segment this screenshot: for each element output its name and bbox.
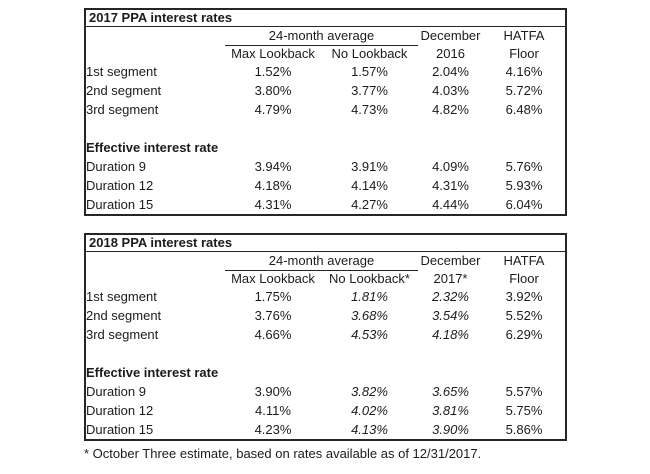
row-label: 2nd segment [86, 308, 162, 323]
empty-header-cell [85, 252, 225, 271]
table-gap [0, 216, 650, 233]
empty-header-cell [85, 271, 225, 288]
row-label: 3rd segment [86, 102, 159, 117]
column-group-header-24-month: 24-month average [225, 26, 418, 46]
column-header-no-lookback: No Lookback* [329, 271, 410, 286]
column-header-floor: Floor [509, 270, 539, 286]
value-cell: 3.92% [505, 289, 543, 304]
value-cell: 4.16% [505, 64, 543, 79]
value-cell: 4.11% [255, 403, 291, 418]
column-header-floor: Floor [509, 45, 539, 61]
row-label: Duration 9 [86, 384, 146, 399]
row-label: Duration 15 [86, 422, 154, 437]
value-cell: 6.04% [505, 197, 543, 212]
section-header-effective-rate: Effective interest rate [86, 140, 219, 155]
value-cell: 1.75% [254, 289, 292, 304]
value-cell: 3.77% [351, 83, 388, 98]
value-cell: 6.29% [505, 327, 543, 342]
footnote: * October Three estimate, based on rates… [84, 446, 482, 461]
value-cell: 5.76% [505, 159, 543, 174]
column-header-december: December [420, 28, 481, 44]
value-cell: 2.04% [432, 64, 469, 79]
value-cell: 5.93% [505, 178, 543, 193]
value-cell: 4.31% [432, 178, 469, 193]
value-cell: 5.86% [505, 422, 543, 437]
section-header-effective-rate: Effective interest rate [86, 365, 219, 380]
column-header-december: December [420, 253, 481, 269]
value-cell: 4.18% [432, 327, 469, 342]
value-cell: 5.72% [505, 83, 543, 98]
value-cell: 4.18% [254, 178, 292, 193]
value-cell: 4.02% [351, 403, 388, 418]
column-header-max-lookback: Max Lookback [231, 271, 315, 286]
value-cell: 3.94% [254, 159, 292, 174]
row-label: 3rd segment [86, 327, 159, 342]
value-cell: 4.03% [432, 83, 469, 98]
value-cell: 1.52% [254, 64, 292, 79]
value-cell: 3.81% [432, 403, 469, 418]
value-cell: 4.09% [432, 159, 469, 174]
value-cell: 4.82% [432, 102, 469, 117]
table-title-2017: 2017 PPA interest rates [85, 9, 567, 27]
value-cell: 4.44% [432, 197, 469, 212]
value-cell: 3.76% [254, 308, 292, 323]
value-cell: 4.27% [351, 197, 388, 212]
row-label: 2nd segment [86, 83, 162, 98]
empty-header-cell [85, 27, 225, 46]
row-label: Duration 12 [86, 178, 154, 193]
value-cell: 4.13% [351, 422, 388, 437]
spacer-row [85, 119, 566, 138]
value-cell: 3.90% [432, 422, 469, 437]
column-header-year: 2017* [433, 270, 468, 286]
value-cell: 3.68% [351, 308, 388, 323]
ppa-rates-table-2017: 2017 PPA interest rates 24-month average… [84, 8, 568, 216]
row-label: Duration 15 [86, 197, 154, 212]
ppa-rates-table-2018: 2018 PPA interest rates 24-month average… [84, 233, 568, 441]
column-header-year: 2016 [436, 45, 465, 61]
column-header-hatfa: HATFA [503, 28, 545, 44]
value-cell: 3.54% [432, 308, 469, 323]
table-title-2018: 2018 PPA interest rates [85, 234, 567, 252]
empty-header-cell [85, 46, 225, 63]
value-cell: 3.90% [254, 384, 292, 399]
value-cell: 3.80% [254, 83, 292, 98]
column-header-hatfa: HATFA [503, 253, 545, 269]
value-cell: 1.57% [351, 64, 388, 79]
value-cell: 4.31% [254, 197, 292, 212]
value-cell: 4.79% [254, 102, 292, 117]
value-cell: 3.82% [351, 384, 388, 399]
value-cell: 3.91% [351, 159, 388, 174]
value-cell: 5.75% [505, 403, 543, 418]
value-cell: 1.81% [351, 289, 388, 304]
value-cell: 4.14% [351, 178, 388, 193]
value-cell: 4.53% [351, 327, 388, 342]
value-cell: 4.23% [254, 422, 292, 437]
row-label: Duration 12 [86, 403, 154, 418]
column-group-header-24-month: 24-month average [225, 251, 418, 271]
value-cell: 2.32% [432, 289, 469, 304]
column-header-max-lookback: Max Lookback [231, 46, 315, 61]
value-cell: 5.52% [505, 308, 543, 323]
value-cell: 5.57% [505, 384, 543, 399]
value-cell: 4.66% [254, 327, 292, 342]
row-label: 1st segment [86, 64, 157, 79]
value-cell: 6.48% [505, 102, 543, 117]
row-label: Duration 9 [86, 159, 146, 174]
spacer-row [85, 344, 566, 363]
row-label: 1st segment [86, 289, 157, 304]
column-header-no-lookback: No Lookback [331, 46, 408, 61]
value-cell: 4.73% [351, 102, 388, 117]
value-cell: 3.65% [432, 384, 469, 399]
